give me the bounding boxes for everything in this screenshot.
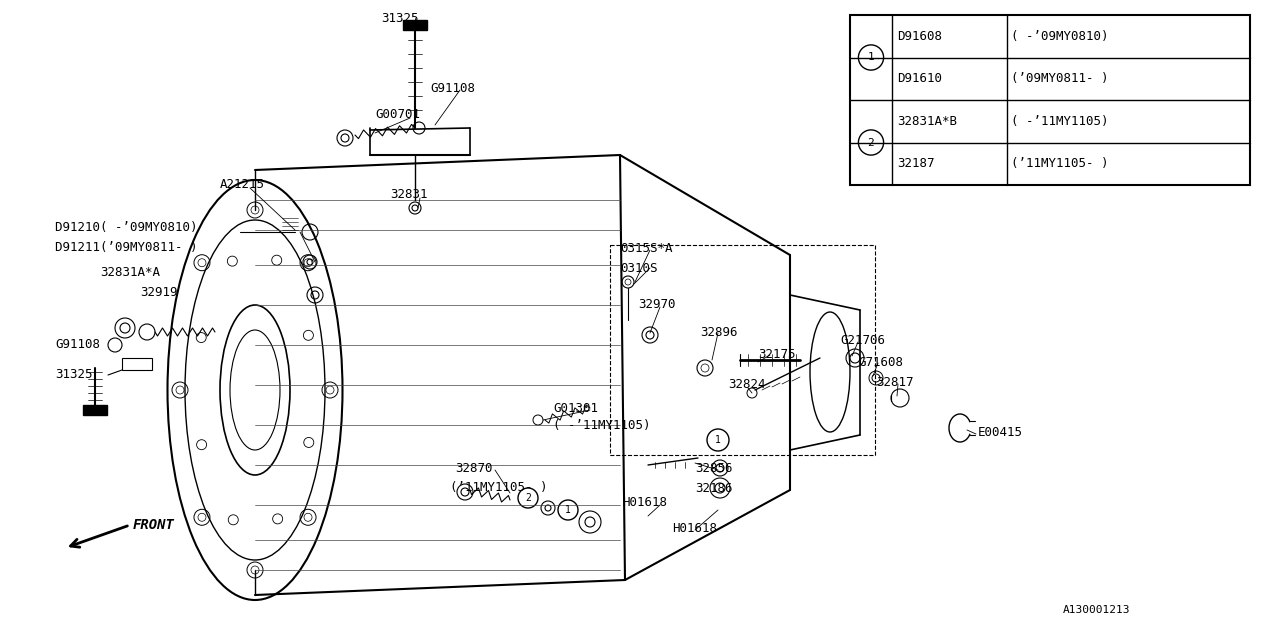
Text: 32831A*A: 32831A*A xyxy=(100,266,160,278)
Text: H01618: H01618 xyxy=(622,497,667,509)
Bar xyxy=(850,15,1251,185)
Bar xyxy=(403,20,428,30)
Bar xyxy=(611,245,876,455)
Text: 31325: 31325 xyxy=(381,12,419,25)
Text: 2: 2 xyxy=(525,493,531,503)
Text: G01301: G01301 xyxy=(553,401,598,415)
Text: D91608: D91608 xyxy=(897,29,942,43)
Text: ( -’09MY0810): ( -’09MY0810) xyxy=(1011,29,1108,43)
Text: 32187: 32187 xyxy=(897,157,934,170)
Text: 32824: 32824 xyxy=(728,378,765,392)
Text: G91108: G91108 xyxy=(430,81,475,95)
Text: 32896: 32896 xyxy=(700,326,737,339)
Text: 0315S*A: 0315S*A xyxy=(620,241,672,255)
Text: (’09MY0811- ): (’09MY0811- ) xyxy=(1011,72,1108,85)
Bar xyxy=(122,358,152,370)
Text: 32175: 32175 xyxy=(758,349,795,362)
Text: 32870: 32870 xyxy=(454,461,493,474)
Text: D91610: D91610 xyxy=(897,72,942,85)
Text: ( -’11MY1105): ( -’11MY1105) xyxy=(553,419,650,431)
Text: 32919: 32919 xyxy=(140,285,178,298)
Text: 1: 1 xyxy=(564,505,571,515)
Text: 32831A*B: 32831A*B xyxy=(897,115,957,128)
Text: G91108: G91108 xyxy=(55,339,100,351)
Text: 1: 1 xyxy=(716,435,721,445)
Text: ( -’11MY1105): ( -’11MY1105) xyxy=(1011,115,1108,128)
Text: (’11MY1105- ): (’11MY1105- ) xyxy=(451,481,548,495)
Text: 32831: 32831 xyxy=(390,189,428,202)
Text: 0310S: 0310S xyxy=(620,262,658,275)
Text: 2: 2 xyxy=(868,138,874,147)
Text: G00701: G00701 xyxy=(375,109,420,122)
Text: H01618: H01618 xyxy=(672,522,717,534)
Text: (’11MY1105- ): (’11MY1105- ) xyxy=(1011,157,1108,170)
Text: 1: 1 xyxy=(868,52,874,63)
Text: 32817: 32817 xyxy=(876,376,914,390)
Text: D91211(’09MY0811- ): D91211(’09MY0811- ) xyxy=(55,241,197,255)
Text: G21706: G21706 xyxy=(840,333,884,346)
Text: 32970: 32970 xyxy=(637,298,676,312)
Text: E00415: E00415 xyxy=(978,426,1023,438)
Text: 32186: 32186 xyxy=(695,481,732,495)
Text: 32856: 32856 xyxy=(695,461,732,474)
Text: A130001213: A130001213 xyxy=(1062,605,1130,615)
Text: FRONT: FRONT xyxy=(133,518,175,532)
Bar xyxy=(83,405,108,415)
Text: 31325: 31325 xyxy=(55,369,92,381)
Text: D91210( -’09MY0810): D91210( -’09MY0810) xyxy=(55,221,197,234)
Text: G71608: G71608 xyxy=(858,355,902,369)
Text: A21215: A21215 xyxy=(220,179,265,191)
